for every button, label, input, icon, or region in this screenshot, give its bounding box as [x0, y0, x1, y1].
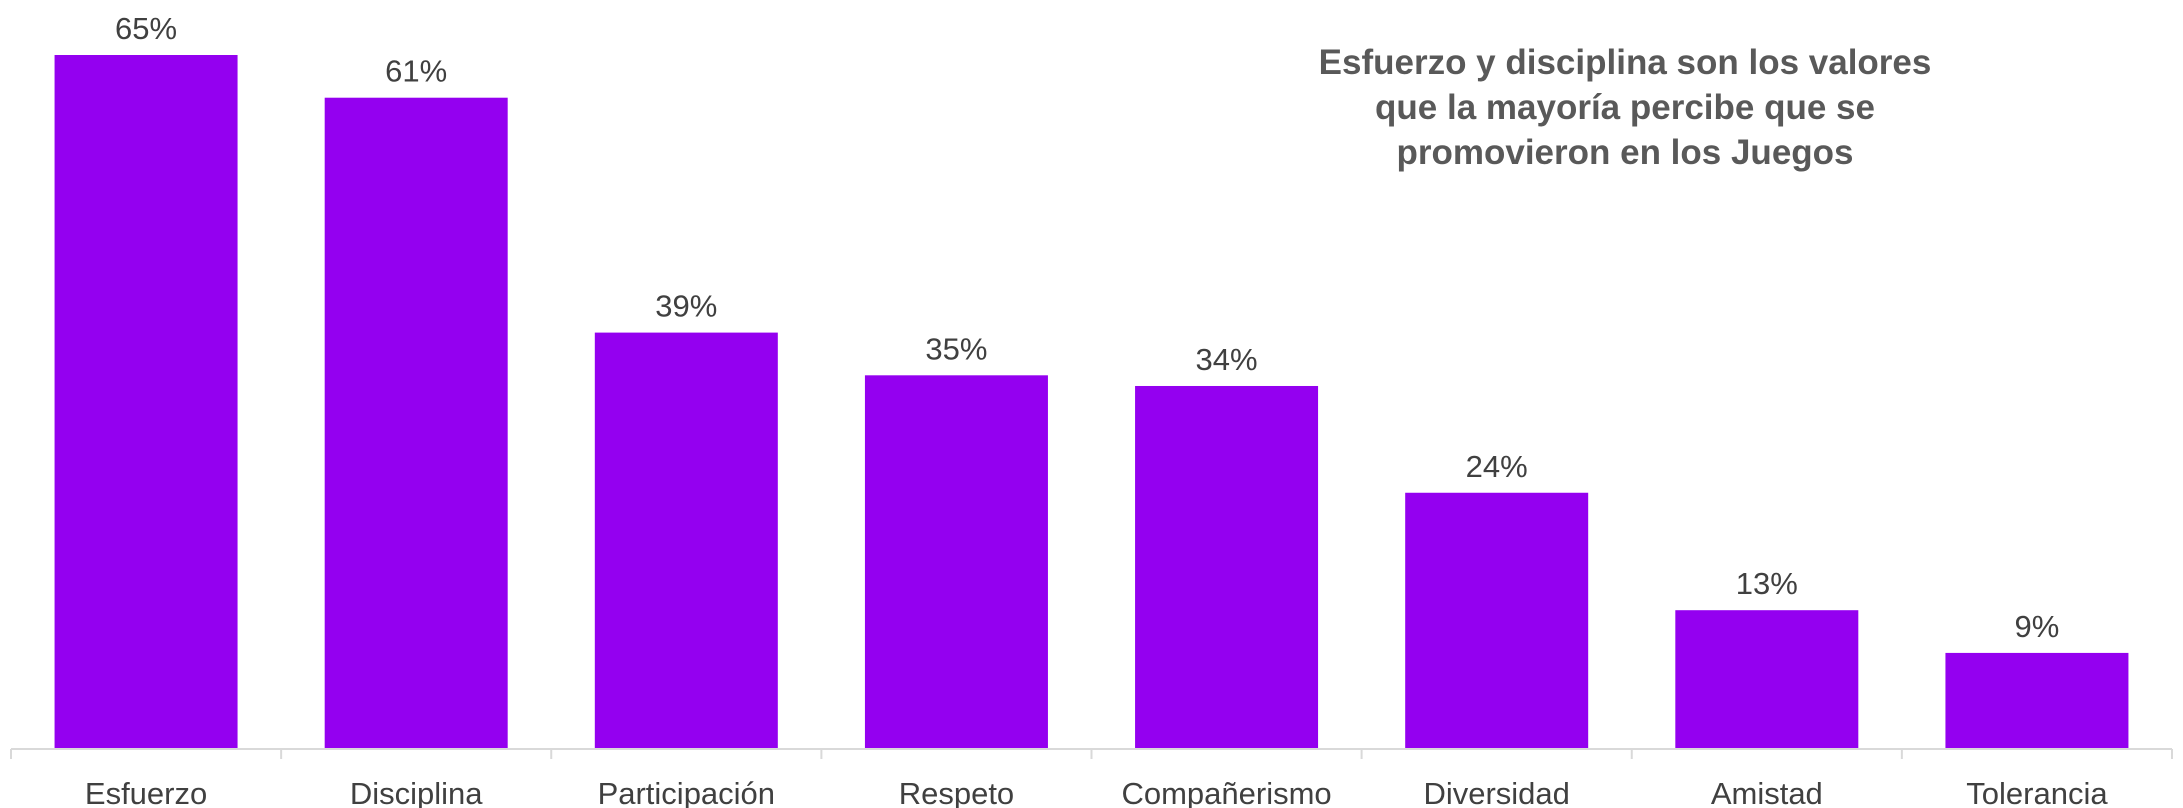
bar-disciplina [324, 97, 508, 749]
data-label-tolerancia: 9% [2015, 609, 2060, 644]
data-label-disciplina: 61% [385, 54, 447, 89]
x-axis [10, 748, 2173, 759]
data-label-diversidad: 24% [1466, 449, 1528, 484]
chart-title: Esfuerzo y disciplina son los valores qu… [1180, 40, 2070, 175]
category-label-participación: Participación [598, 776, 775, 808]
data-label-esfuerzo: 65% [115, 11, 177, 46]
category-label-disciplina: Disciplina [350, 776, 483, 808]
chart-title-line-2: que la mayoría percibe que se [1375, 88, 1875, 127]
data-labels-group: 65% 61% 39% 35% 34% 24% 13% 9% [115, 11, 2059, 644]
category-label-esfuerzo: Esfuerzo [85, 776, 207, 808]
data-label-compañerismo: 34% [1196, 342, 1258, 377]
category-label-tolerancia: Tolerancia [1966, 776, 2108, 808]
data-label-amistad: 13% [1736, 566, 1798, 601]
data-label-respeto: 35% [925, 331, 987, 366]
bar-esfuerzo [54, 55, 238, 749]
data-label-participación: 39% [655, 289, 717, 324]
category-label-diversidad: Diversidad [1423, 776, 1569, 808]
chart-title-line-3: promovieron en los Juegos [1396, 133, 1854, 172]
category-labels-group: Esfuerzo Disciplina Participación Respeto Co… [85, 776, 2108, 808]
bars-group [54, 55, 2129, 749]
bar-compañerismo [1135, 385, 1319, 749]
chart-title-line-1: Esfuerzo y disciplina son los valores [1318, 43, 1932, 82]
bar-diversidad [1405, 492, 1589, 749]
bar-tolerancia [1945, 652, 2129, 749]
bar-participación [594, 332, 778, 749]
bar-respeto [864, 375, 1048, 749]
category-label-respeto: Respeto [899, 776, 1014, 808]
category-label-amistad: Amistad [1711, 776, 1823, 808]
bar-amistad [1675, 610, 1859, 749]
category-label-compañerismo: Compañerismo [1121, 776, 1331, 808]
